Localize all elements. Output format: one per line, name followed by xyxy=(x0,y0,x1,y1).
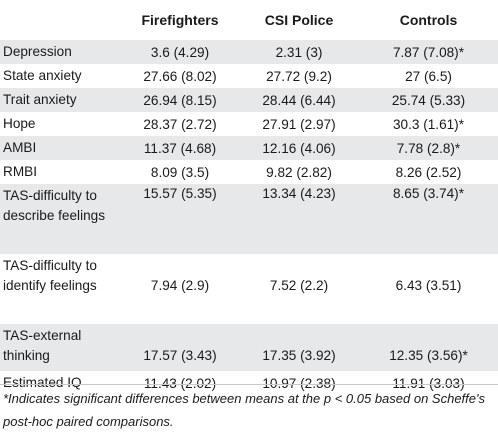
cell-csi-police: 28.44 (6.44) xyxy=(262,92,336,108)
cell-controls: 8.26 (2.52) xyxy=(395,164,462,180)
cell-controls: 7.87 (7.08)* xyxy=(392,44,465,60)
cell-controls: 27 (6.5) xyxy=(405,68,452,84)
cell-csi-police: 7.52 (2.2) xyxy=(269,278,329,293)
header-csi-police: CSI Police xyxy=(264,12,334,28)
table-footnote: *Indicates significant differences betwe… xyxy=(3,391,485,429)
cell-firefighters: 27.66 (8.02) xyxy=(143,68,217,84)
cell-controls: 6.43 (3.51) xyxy=(395,278,462,293)
table-row: State anxiety 27.66 (8.02) 27.72 (9.2) 2… xyxy=(0,64,498,88)
cell-controls: 7.78 (2.8)* xyxy=(396,140,461,156)
table-row: Hope 28.37 (2.72) 27.91 (2.97) 30.3 (1.6… xyxy=(0,112,498,136)
row-label: TAS-external thinking xyxy=(3,328,82,363)
cell-csi-police: 17.35 (3.92) xyxy=(262,348,336,363)
cell-controls: 12.35 (3.56)* xyxy=(389,348,468,363)
cell-firefighters: 11.43 (2.02) xyxy=(143,375,217,391)
table-row: RMBI 8.09 (3.5) 9.82 (2.82) 8.26 (2.52) xyxy=(0,160,498,184)
row-label: Estimated IQ xyxy=(3,375,82,390)
cell-controls: 11.91 (3.03) xyxy=(392,375,465,391)
header-firefighters: Firefighters xyxy=(141,12,219,28)
cell-firefighters: 8.09 (3.5) xyxy=(150,164,210,180)
cell-csi-police: 10.97 (2.38) xyxy=(262,375,336,391)
row-label: Hope xyxy=(3,116,36,131)
row-label: TAS-difficulty to identify feelings xyxy=(3,258,97,293)
cell-controls: 30.3 (1.61)* xyxy=(392,116,465,132)
cell-firefighters: 17.57 (3.43) xyxy=(143,348,217,363)
cell-csi-police: 2.31 (3) xyxy=(275,44,323,60)
cell-firefighters: 26.94 (8.15) xyxy=(143,92,217,108)
cell-controls: 8.65 (3.74)* xyxy=(392,186,465,201)
table-row: AMBI 11.37 (4.68) 12.16 (4.06) 7.78 (2.8… xyxy=(0,136,498,160)
row-label: Trait anxiety xyxy=(3,92,77,107)
row-label: RMBI xyxy=(3,164,37,179)
table-header-row: Firefighters CSI Police Controls xyxy=(0,0,498,40)
cell-controls: 25.74 (5.33) xyxy=(391,92,466,108)
table-row: Depression 3.6 (4.29) 2.31 (3) 7.87 (7.0… xyxy=(0,40,498,64)
cell-csi-police: 12.16 (4.06) xyxy=(262,140,336,156)
row-label: Depression xyxy=(3,44,72,59)
table-row: Estimated IQ 11.43 (2.02) 10.97 (2.38) 1… xyxy=(0,371,498,395)
results-table: Firefighters CSI Police Controls Depress… xyxy=(0,0,498,395)
table-bottom-rule xyxy=(0,384,498,385)
table-row: TAS-difficulty to identify feelings 7.94… xyxy=(0,254,498,324)
table-row: TAS-difficulty to describe feelings 15.5… xyxy=(0,184,498,254)
cell-csi-police: 27.91 (2.97) xyxy=(262,116,336,132)
cell-firefighters: 28.37 (2.72) xyxy=(143,116,217,132)
row-label: State anxiety xyxy=(3,68,82,83)
cell-firefighters: 3.6 (4.29) xyxy=(150,44,210,60)
table-row: TAS-external thinking 17.57 (3.43) 17.35… xyxy=(0,324,498,371)
row-label: AMBI xyxy=(3,140,37,155)
cell-firefighters: 7.94 (2.9) xyxy=(150,278,210,293)
cell-firefighters: 11.37 (4.68) xyxy=(143,140,217,156)
header-label xyxy=(0,0,121,40)
cell-csi-police: 27.72 (9.2) xyxy=(266,68,332,84)
table-row: Trait anxiety 26.94 (8.15) 28.44 (6.44) … xyxy=(0,88,498,112)
cell-csi-police: 9.82 (2.82) xyxy=(266,164,332,180)
cell-firefighters: 15.57 (5.35) xyxy=(143,186,217,201)
header-controls: Controls xyxy=(399,12,458,28)
row-label: TAS-difficulty to describe feelings xyxy=(3,188,106,223)
cell-csi-police: 13.34 (4.23) xyxy=(262,186,336,201)
